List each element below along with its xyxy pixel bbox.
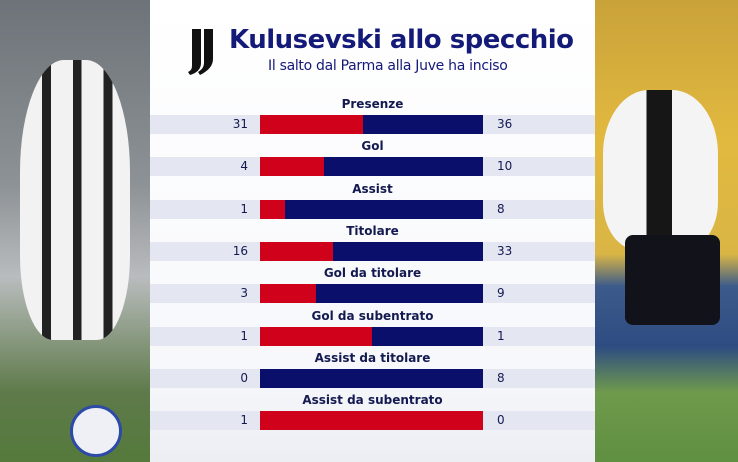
left-value-label: 1 <box>240 413 248 428</box>
category-label: Presenze <box>341 97 404 111</box>
bar-right <box>285 199 483 219</box>
player-photo-parma <box>595 0 738 462</box>
bar-left <box>260 326 372 346</box>
chart-subtitle: Il salto dal Parma alla Juve ha inciso <box>268 58 508 74</box>
right-value-label: 8 <box>497 370 505 385</box>
right-value-label: 1 <box>497 328 505 343</box>
juventus-logo-icon <box>188 29 213 75</box>
chart-title: Kulusevski allo specchio <box>229 25 574 55</box>
player-figure <box>20 60 130 340</box>
player-figure <box>603 90 718 250</box>
ball <box>70 405 122 457</box>
bar-left <box>260 199 285 219</box>
right-value-label: 9 <box>497 286 505 301</box>
category-label: Titolare <box>346 223 399 238</box>
category-label: Assist da subentrato <box>302 393 443 408</box>
left-value-label: 1 <box>240 201 248 216</box>
left-value-label: 31 <box>232 117 248 131</box>
left-value-label: 16 <box>232 243 248 258</box>
bar-left <box>260 157 324 177</box>
bar-right <box>333 241 483 261</box>
category-label: Assist da titolare <box>314 350 431 365</box>
bar-right <box>316 284 483 304</box>
bar-right <box>372 326 483 346</box>
player-photo-juventus <box>0 0 150 462</box>
category-label: Gol da titolare <box>323 266 422 281</box>
left-value-label: 4 <box>240 159 248 174</box>
category-label: Gol <box>361 139 384 154</box>
left-value-label: 3 <box>240 286 248 301</box>
bar-left <box>260 284 316 304</box>
left-value-label: 1 <box>240 328 248 343</box>
bar-left <box>260 241 333 261</box>
right-value-label: 8 <box>497 201 505 216</box>
bar-left <box>260 411 483 431</box>
category-label: Gol da subentrato <box>311 308 434 323</box>
bar-right <box>324 157 483 177</box>
right-value-label: 0 <box>497 413 505 428</box>
right-value-label: 10 <box>497 159 513 174</box>
bar-right <box>260 368 483 388</box>
right-value-label: 36 <box>497 117 513 131</box>
category-label: Assist <box>352 181 393 196</box>
bar-right <box>363 115 483 134</box>
left-value-label: 0 <box>240 370 248 385</box>
player-shorts <box>625 235 720 325</box>
right-value-label: 33 <box>497 243 513 258</box>
bar-left <box>260 115 363 134</box>
